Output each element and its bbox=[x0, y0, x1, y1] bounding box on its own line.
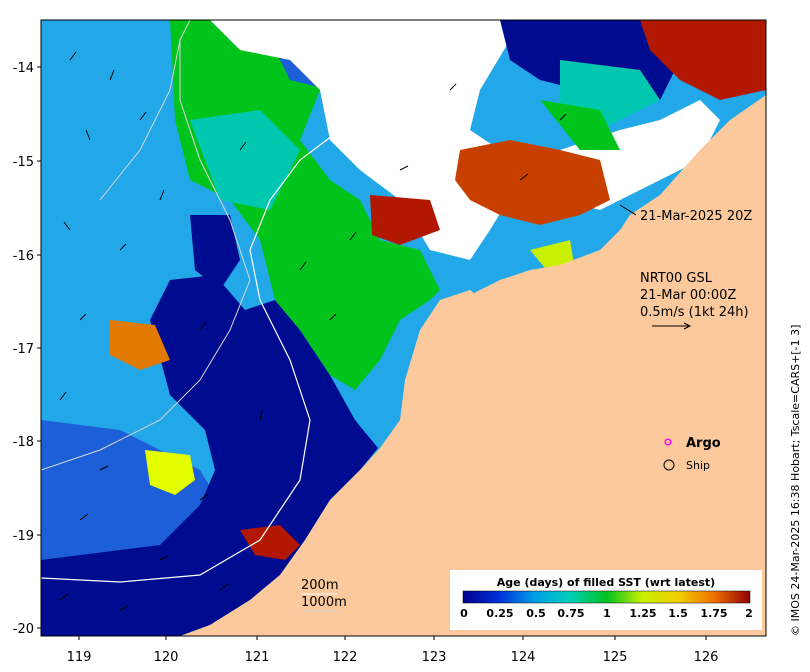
lon-tick-label: 126 bbox=[694, 650, 719, 665]
current-scale-label: 0.5m/s (1kt 24h) bbox=[640, 305, 749, 320]
sst-red-northeast bbox=[640, 20, 766, 100]
sst-yellow-patch bbox=[145, 450, 195, 495]
colorbar-tick: 1.5 bbox=[668, 607, 688, 620]
colorbar: Age (days) of filled SST (wrt latest) 0 … bbox=[450, 570, 762, 630]
isobath-1000m-north bbox=[99, 39, 181, 201]
isobath-200m bbox=[41, 109, 371, 583]
sst-green-northeast bbox=[540, 100, 620, 150]
isobath-1000m-label: 1000m bbox=[301, 595, 347, 610]
sst-red-patch bbox=[370, 195, 440, 245]
current-vectors bbox=[59, 51, 567, 611]
axis-ticks bbox=[37, 66, 707, 640]
ship-marker-icon bbox=[663, 459, 675, 471]
map-plot-area bbox=[41, 20, 766, 636]
lat-tick-label: -14 bbox=[13, 61, 34, 76]
sst-green-region bbox=[170, 20, 440, 390]
lat-tick-label: -16 bbox=[13, 249, 34, 264]
current-time-label: 21-Mar 00:00Z bbox=[640, 288, 736, 303]
image-time-label: 21-Mar-2025 20Z bbox=[640, 209, 752, 224]
sst-orange-west bbox=[110, 320, 170, 370]
isobath-1000m bbox=[41, 20, 251, 471]
colorbar-tick: 1.25 bbox=[629, 607, 656, 620]
colorbar-tick: 0.75 bbox=[557, 607, 584, 620]
lon-tick-label: 124 bbox=[511, 650, 536, 665]
current-source-label: NRT00 GSL bbox=[640, 271, 713, 286]
nodata-white-region bbox=[210, 20, 520, 260]
colorbar-tick: 1 bbox=[603, 607, 611, 620]
credit-text: © IMOS 24-Mar-2025 16:38 Hobart; Tscale=… bbox=[789, 325, 802, 636]
ship-legend-label: Ship bbox=[686, 459, 710, 472]
argo-marker-icon bbox=[664, 438, 672, 446]
colorbar-tick: 0.5 bbox=[526, 607, 546, 620]
lon-tick-label: 122 bbox=[333, 650, 358, 665]
colorbar-gradient bbox=[462, 590, 751, 604]
sst-orange-red-region bbox=[455, 140, 610, 225]
lat-tick-label: -15 bbox=[13, 155, 34, 170]
time-pointer-line bbox=[619, 204, 637, 216]
plot-frame bbox=[40, 19, 767, 637]
sst-cyan-region bbox=[190, 110, 300, 210]
lon-tick-label: 120 bbox=[154, 650, 179, 665]
lat-tick-label: -19 bbox=[13, 529, 34, 544]
colorbar-tick: 2 bbox=[745, 607, 753, 620]
sst-red-south bbox=[240, 525, 300, 560]
land-australia bbox=[180, 95, 766, 636]
colorbar-title: Age (days) of filled SST (wrt latest) bbox=[497, 576, 715, 589]
lat-tick-label: -20 bbox=[13, 622, 34, 637]
sst-deep-blue-patch bbox=[190, 215, 240, 290]
lat-tick-label: -18 bbox=[13, 435, 34, 450]
argo-legend-label: Argo bbox=[686, 436, 721, 451]
colorbar-tick: 1.75 bbox=[700, 607, 727, 620]
lon-tick-label: 121 bbox=[245, 650, 270, 665]
lon-tick-label: 123 bbox=[422, 650, 447, 665]
lon-tick-label: 119 bbox=[67, 650, 92, 665]
lon-tick-label: 125 bbox=[603, 650, 628, 665]
lat-tick-label: -17 bbox=[13, 342, 34, 357]
colorbar-tick: 0 bbox=[460, 607, 468, 620]
colorbar-tick: 0.25 bbox=[486, 607, 513, 620]
isobath-200m-label: 200m bbox=[301, 578, 338, 593]
current-scale-arrow-icon bbox=[652, 322, 692, 330]
